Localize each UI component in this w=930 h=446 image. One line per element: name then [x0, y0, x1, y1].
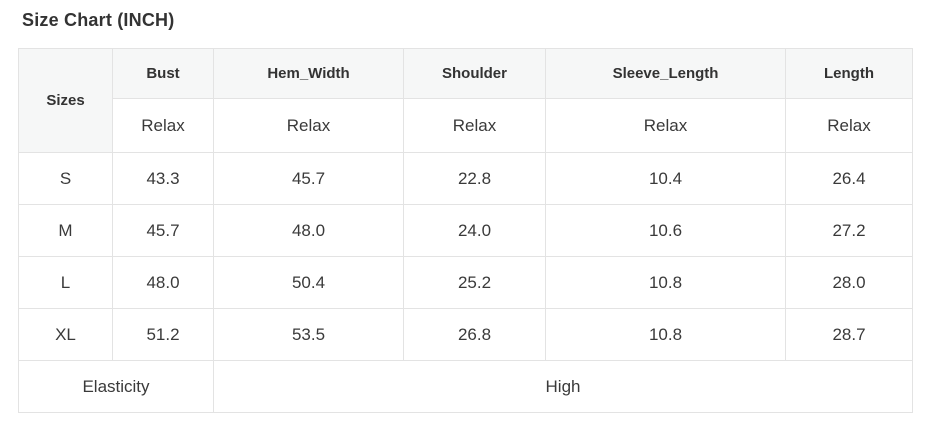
size-label: L [18, 256, 113, 309]
subheader-length-relax: Relax [785, 98, 913, 153]
table-cell: 27.2 [785, 204, 913, 257]
table-cell: 28.7 [785, 308, 913, 361]
table-cell: 43.3 [112, 152, 214, 205]
column-header-bust: Bust [112, 48, 214, 99]
page-title: Size Chart (INCH) [22, 10, 175, 30]
table-cell: 10.6 [545, 204, 786, 257]
column-header-shoulder: Shoulder [403, 48, 546, 99]
subheader-hem-width-relax: Relax [213, 98, 404, 153]
subheader-sleeve-length-relax: Relax [545, 98, 786, 153]
table-cell: 10.8 [545, 256, 786, 309]
table-cell: 45.7 [213, 152, 404, 205]
table-cell: 48.0 [112, 256, 214, 309]
table-cell: 26.4 [785, 152, 913, 205]
elasticity-label: Elasticity [18, 360, 214, 413]
table-row-xl: XL 51.2 53.5 26.8 10.8 28.7 [18, 308, 913, 361]
table-cell: 45.7 [112, 204, 214, 257]
column-header-hem-width: Hem_Width [213, 48, 404, 99]
table-cell: 10.8 [545, 308, 786, 361]
table-subheader-row: Relax Relax Relax Relax Relax [19, 98, 913, 153]
table-cell: 22.8 [403, 152, 546, 205]
table-row-s: S 43.3 45.7 22.8 10.4 26.4 [18, 152, 913, 205]
subheader-bust-relax: Relax [112, 98, 214, 153]
table-cell: 24.0 [403, 204, 546, 257]
table-cell: 28.0 [785, 256, 913, 309]
column-header-length: Length [785, 48, 913, 99]
column-header-sleeve-length: Sleeve_Length [545, 48, 786, 99]
table-cell: 51.2 [112, 308, 214, 361]
size-chart-table: Sizes Bust Hem_Width Shoulder Sleeve_Len… [18, 48, 913, 413]
size-label: S [18, 152, 113, 205]
table-cell: 50.4 [213, 256, 404, 309]
corner-header-sizes: Sizes [18, 48, 113, 153]
table-header-row: Sizes Bust Hem_Width Shoulder Sleeve_Len… [18, 48, 913, 153]
elasticity-value: High [213, 360, 913, 413]
table-row-m: M 45.7 48.0 24.0 10.6 27.2 [18, 204, 913, 257]
table-row-l: L 48.0 50.4 25.2 10.8 28.0 [18, 256, 913, 309]
table-cell: 25.2 [403, 256, 546, 309]
table-cell: 26.8 [403, 308, 546, 361]
size-label: XL [18, 308, 113, 361]
table-cell: 10.4 [545, 152, 786, 205]
table-cell: 48.0 [213, 204, 404, 257]
table-cell: 53.5 [213, 308, 404, 361]
size-label: M [18, 204, 113, 257]
table-footer-row: Elasticity High [18, 360, 913, 413]
subheader-shoulder-relax: Relax [403, 98, 546, 153]
